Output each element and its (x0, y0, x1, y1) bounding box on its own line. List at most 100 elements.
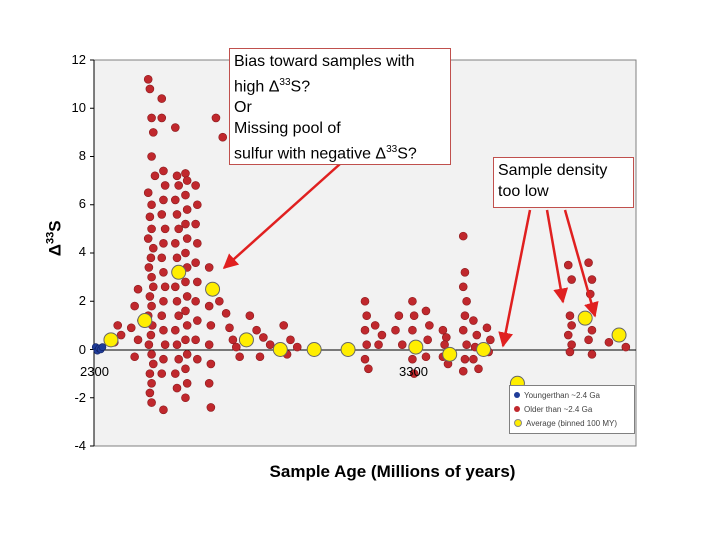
average-point (205, 281, 221, 297)
legend-label: Older than ~2.4 Ga (524, 404, 593, 414)
older-point (231, 342, 241, 352)
older-point (440, 340, 449, 349)
older-point (228, 335, 238, 345)
older-point (421, 306, 431, 316)
older-point (421, 352, 431, 362)
older-point (159, 354, 168, 364)
older-point (171, 123, 180, 132)
older-point (181, 277, 190, 287)
older-point (143, 188, 153, 197)
older-point (181, 219, 190, 229)
older-point (193, 316, 202, 325)
older-point (587, 350, 597, 359)
older-point (182, 292, 192, 301)
callout-line: sulfur with negative Δ33S? (234, 139, 446, 164)
older-point (147, 200, 156, 210)
older-point (469, 354, 478, 364)
y-axis-title-delta: Δ (45, 244, 65, 257)
older-point (265, 340, 275, 349)
older-point (374, 340, 383, 349)
older-point (391, 325, 400, 335)
older-point (174, 181, 183, 190)
y-tick-label: -4 (74, 438, 86, 453)
older-point (160, 340, 170, 349)
older-point (171, 369, 180, 378)
older-point (474, 364, 483, 374)
older-point (159, 195, 168, 205)
older-point (567, 275, 576, 284)
y-axis-title-sup: 33 (44, 231, 57, 245)
older-point (458, 231, 468, 241)
older-point (159, 239, 168, 248)
older-point (172, 253, 182, 263)
older-point (147, 224, 156, 234)
older-point (147, 152, 156, 161)
older-point (204, 340, 214, 349)
older-point (182, 205, 192, 214)
older-point (113, 321, 123, 330)
older-point (364, 364, 373, 374)
average-point (272, 342, 288, 357)
older-point (563, 260, 573, 270)
older-point (157, 210, 167, 219)
older-point (181, 393, 190, 403)
older-point (181, 190, 190, 200)
older-point (408, 325, 417, 335)
older-point (148, 128, 158, 137)
older-point (292, 342, 302, 352)
older-point (191, 181, 200, 190)
y-axis-title-tail: S (45, 220, 65, 232)
older-point (425, 321, 434, 330)
older-point (362, 340, 371, 349)
older-point (147, 398, 156, 407)
older-point (148, 282, 158, 292)
y-tick-label: 12 (71, 52, 86, 67)
average-point (408, 339, 424, 355)
older-point (460, 267, 470, 277)
callout-text: high Δ (234, 78, 280, 96)
older-point (181, 248, 190, 258)
average-point (238, 332, 254, 348)
callout-text: S? (397, 145, 417, 163)
older-point (147, 113, 156, 123)
older-point (587, 325, 597, 335)
older-point (206, 359, 216, 369)
older-point (469, 316, 478, 325)
older-point (182, 176, 192, 185)
average-point (340, 342, 356, 357)
older-point (193, 354, 202, 364)
older-point (565, 347, 575, 357)
average-point (306, 342, 322, 357)
callout-text: S? (290, 78, 311, 96)
callout-line: Missing pool of (234, 120, 341, 138)
average-point (577, 310, 593, 326)
older-point (157, 113, 167, 123)
older-point (172, 383, 182, 393)
average-point (476, 342, 492, 357)
older-point (482, 323, 492, 333)
legend-marker-icon (514, 392, 520, 398)
older-point (145, 369, 155, 378)
older-point (438, 325, 448, 335)
callout-sup: 33 (279, 77, 291, 88)
older-point (193, 200, 202, 210)
older-point (563, 330, 573, 340)
older-point (160, 181, 170, 190)
average-point (137, 313, 153, 329)
older-point (360, 325, 370, 335)
older-point (181, 169, 190, 178)
older-point (567, 321, 576, 330)
older-point (204, 301, 214, 311)
older-point (126, 323, 136, 333)
older-point (172, 210, 182, 219)
y-tick-label: 6 (78, 196, 86, 211)
older-point (171, 282, 180, 292)
older-point (172, 340, 182, 349)
older-point (143, 75, 153, 84)
older-point (147, 350, 156, 359)
older-point (193, 277, 202, 287)
older-point (172, 296, 182, 306)
older-point (157, 369, 167, 378)
legend-item-younger: Youngerthan ~2.4 Ga (514, 388, 600, 402)
chart-legend: Youngerthan ~2.4 Ga Older than ~2.4 Ga A… (509, 385, 635, 434)
